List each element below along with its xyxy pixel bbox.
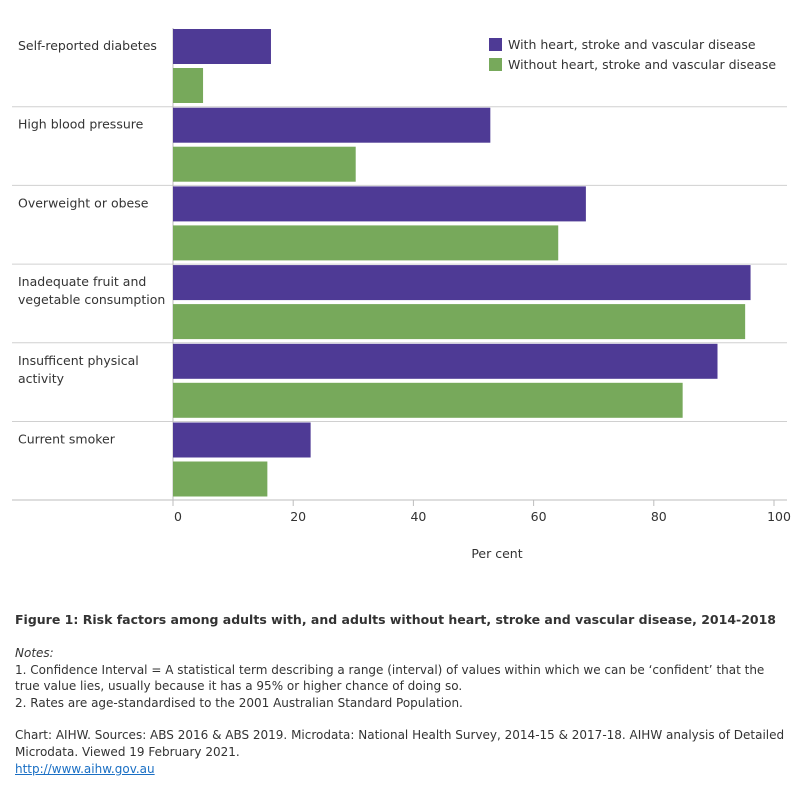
source-text: Chart: AIHW. Sources: ABS 2016 & ABS 201… (15, 728, 785, 759)
category-label: Current smoker (18, 432, 116, 447)
bar-with-disease[interactable] (173, 29, 271, 64)
category-label: Inadequate fruit and vegetable consumptio… (18, 274, 165, 307)
x-tick-label: 40 (410, 509, 426, 524)
bar-with-disease[interactable] (173, 186, 586, 222)
x-axis-title: Per cent (471, 546, 522, 561)
x-tick-label: 20 (290, 509, 306, 524)
bar-without-disease[interactable] (173, 461, 268, 497)
bar-with-disease[interactable] (173, 422, 311, 458)
source-link[interactable]: http://www.aihw.gov.au (15, 762, 155, 776)
category-label: Overweight or obese (18, 195, 149, 210)
notes: Notes: 1. Confidence Interval = A statis… (15, 645, 785, 711)
x-tick-label: 100 (767, 509, 791, 524)
category-label: Self-reported diabetes (18, 38, 157, 53)
source: Chart: AIHW. Sources: ABS 2016 & ABS 201… (15, 727, 785, 778)
category-label: Insufficent physical activity (18, 353, 139, 386)
figure-caption: Figure 1: Risk factors among adults with… (15, 612, 777, 627)
notes-heading: Notes: (15, 646, 54, 660)
bar-with-disease[interactable] (173, 265, 751, 301)
bar-without-disease[interactable] (173, 304, 746, 340)
bar-with-disease[interactable] (173, 107, 491, 143)
legend-label: Without heart, stroke and vascular disea… (508, 57, 776, 72)
legend-swatch (489, 58, 502, 71)
bar-with-disease[interactable] (173, 343, 718, 379)
legend-swatch (489, 38, 502, 51)
category-label: High blood pressure (18, 117, 144, 132)
note-2: 2. Rates are age-standardised to the 200… (15, 695, 463, 710)
bar-without-disease[interactable] (173, 68, 204, 103)
bar-without-disease[interactable] (173, 225, 559, 261)
bar-without-disease[interactable] (173, 146, 356, 182)
risk-factor-chart: Self-reported diabetes High blood pressur… (12, 28, 791, 561)
legend-label: With heart, stroke and vascular disease (508, 37, 756, 52)
bar-without-disease[interactable] (173, 382, 683, 418)
note-1: 1. Confidence Interval = A statistical t… (15, 662, 765, 694)
x-tick-label: 80 (651, 509, 667, 524)
x-tick-label: 0 (174, 509, 182, 524)
x-tick-label: 60 (531, 509, 547, 524)
